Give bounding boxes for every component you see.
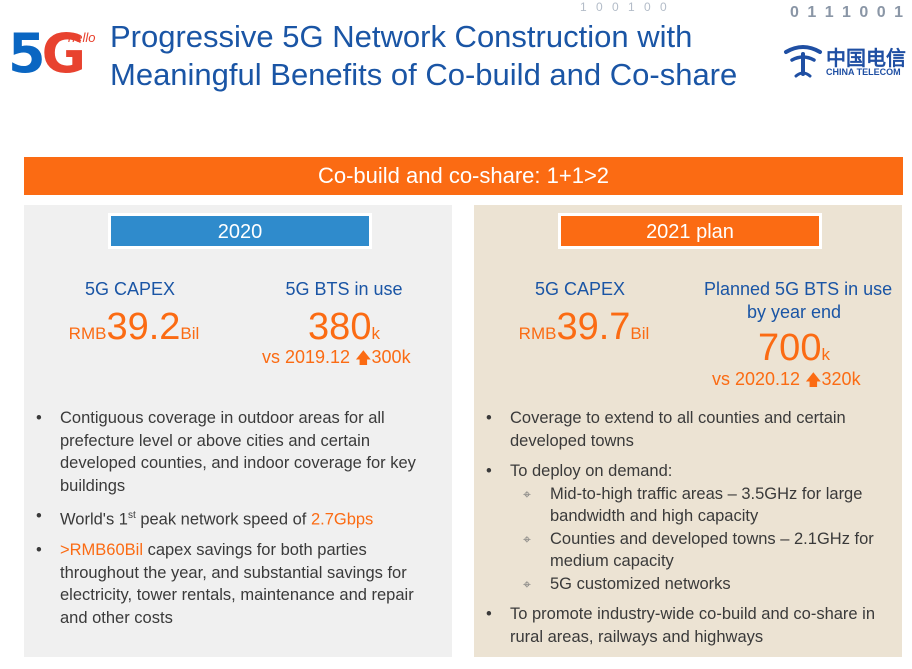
sub-list-item: ⌖ 5G customized networks	[510, 573, 894, 596]
bts-number: 380	[308, 306, 372, 348]
china-telecom-cn: 中国电信	[826, 46, 906, 70]
list-item: World's 1st peak network speed of 2.7Gbp…	[32, 505, 444, 531]
crosshair-bullet-icon: ⌖	[523, 530, 531, 547]
sub-list-item-text: 5G customized networks	[550, 574, 731, 593]
capex-label: 5G CAPEX	[84, 279, 176, 299]
year-tab-2020: 2020	[108, 213, 372, 249]
list-item: Coverage to extend to all counties and c…	[482, 407, 894, 452]
logo-five: 5	[8, 22, 46, 85]
panel-2021-plan: 2021 plan 5G CAPEX RMB39.7Bil Planned 5G…	[474, 205, 902, 657]
capex-number: 39.2	[106, 306, 181, 348]
logo-hello: hello	[68, 30, 96, 45]
bts-delta: vs 2019.12 🡅300k	[262, 347, 411, 374]
highlight-savings: >RMB60Bil	[60, 541, 143, 559]
bts-number: 700	[758, 327, 822, 369]
capex-label: 5G CAPEX	[534, 279, 626, 299]
bts-delta-prefix: vs 2020.12	[712, 369, 806, 389]
list-item-text: Contiguous coverage in outdoor areas for…	[60, 409, 416, 495]
panel-2020: 2020 5G CAPEX RMB39.2Bil 5G BTS in use 3…	[24, 205, 452, 657]
bts-label: 5G BTS in use	[285, 279, 403, 299]
china-telecom-emblem-icon	[784, 45, 822, 78]
planned-bts-label-line-1: Planned 5G BTS in use	[704, 279, 893, 299]
list-item-text: peak network speed of	[135, 510, 311, 529]
bts-unit: k	[371, 324, 380, 343]
capex-unit: Bil	[180, 324, 200, 343]
up-arrow-icon: 🡅	[805, 372, 822, 389]
bts-delta-value: 300k	[371, 347, 411, 367]
planned-bts-label-line-2: by year end	[746, 302, 842, 322]
planned-bts-value: 700k	[734, 328, 854, 368]
year-tab-2021-plan: 2021 plan	[558, 213, 822, 249]
list-item-text: capex savings for both parties throughou…	[60, 541, 414, 627]
bts-delta-value: 320k	[821, 369, 861, 389]
logo-g: G	[41, 22, 86, 85]
5g-hello-logo: 5G hello	[8, 22, 108, 100]
page-title-line-2: Meaningful Benefits of Co-build and Co-s…	[110, 57, 738, 92]
sub-list-item-text: Mid-to-high traffic areas – 3.5GHz for l…	[550, 484, 863, 526]
sub-list-item: ⌖ Mid-to-high traffic areas – 3.5GHz for …	[510, 483, 894, 528]
list-item-text: To deploy on demand:	[510, 462, 673, 480]
china-telecom-logo: 中国电信 CHINA TELECOM	[782, 40, 912, 84]
deploy-sublist: ⌖ Mid-to-high traffic areas – 3.5GHz for …	[510, 483, 894, 596]
binary-decoration: 1 0 0 1 0 0	[580, 0, 670, 14]
list-item: To deploy on demand: ⌖ Mid-to-high traffi…	[482, 460, 894, 595]
up-arrow-icon: 🡅	[355, 350, 372, 367]
bts-delta: vs 2020.12 🡅320k	[712, 369, 861, 396]
crosshair-bullet-icon: ⌖	[523, 575, 531, 592]
co-build-banner: Co-build and co-share: 1+1>2	[24, 157, 903, 195]
planned-bts-label: Planned 5G BTS in use by year end	[704, 278, 893, 324]
binary-decoration-right: 0 1 1 1 0 0 1	[790, 4, 905, 21]
list-item: To promote industry-wide co-build and co…	[482, 603, 894, 648]
plan-list: Coverage to extend to all counties and c…	[482, 407, 894, 656]
achievements-list: Contiguous coverage in outdoor areas for…	[32, 407, 444, 637]
ordinal-sup: st	[127, 510, 136, 521]
capex-unit: Bil	[630, 324, 650, 343]
list-item-text: To promote industry-wide co-build and co…	[510, 605, 876, 646]
capex-value: RMB39.2Bil	[64, 307, 204, 347]
page-title: Progressive 5G Network Construction with…	[110, 18, 800, 94]
bts-value: 380k	[284, 307, 404, 347]
crosshair-bullet-icon: ⌖	[523, 485, 531, 502]
capex-value: RMB39.7Bil	[514, 307, 654, 347]
capex-prefix: RMB	[518, 324, 557, 343]
5g-mark: 5G	[8, 22, 86, 85]
list-item-text: Coverage to extend to all counties and c…	[510, 409, 846, 450]
bts-delta-prefix: vs 2019.12	[262, 347, 356, 367]
china-telecom-en: CHINA TELECOM	[826, 67, 901, 77]
page-title-line-1: Progressive 5G Network Construction with	[110, 19, 693, 54]
list-item-text: World's 1	[60, 510, 128, 529]
capex-number: 39.7	[556, 306, 631, 348]
list-item: Contiguous coverage in outdoor areas for…	[32, 407, 444, 497]
list-item: >RMB60Bil capex savings for both parties…	[32, 539, 444, 629]
sub-list-item-text: Counties and developed towns – 2.1GHz fo…	[550, 529, 874, 571]
highlight-speed: 2.7Gbps	[310, 510, 374, 529]
sub-list-item: ⌖ Counties and developed towns – 2.1GHz f…	[510, 528, 894, 573]
bts-unit: k	[821, 345, 830, 364]
capex-prefix: RMB	[68, 324, 107, 343]
